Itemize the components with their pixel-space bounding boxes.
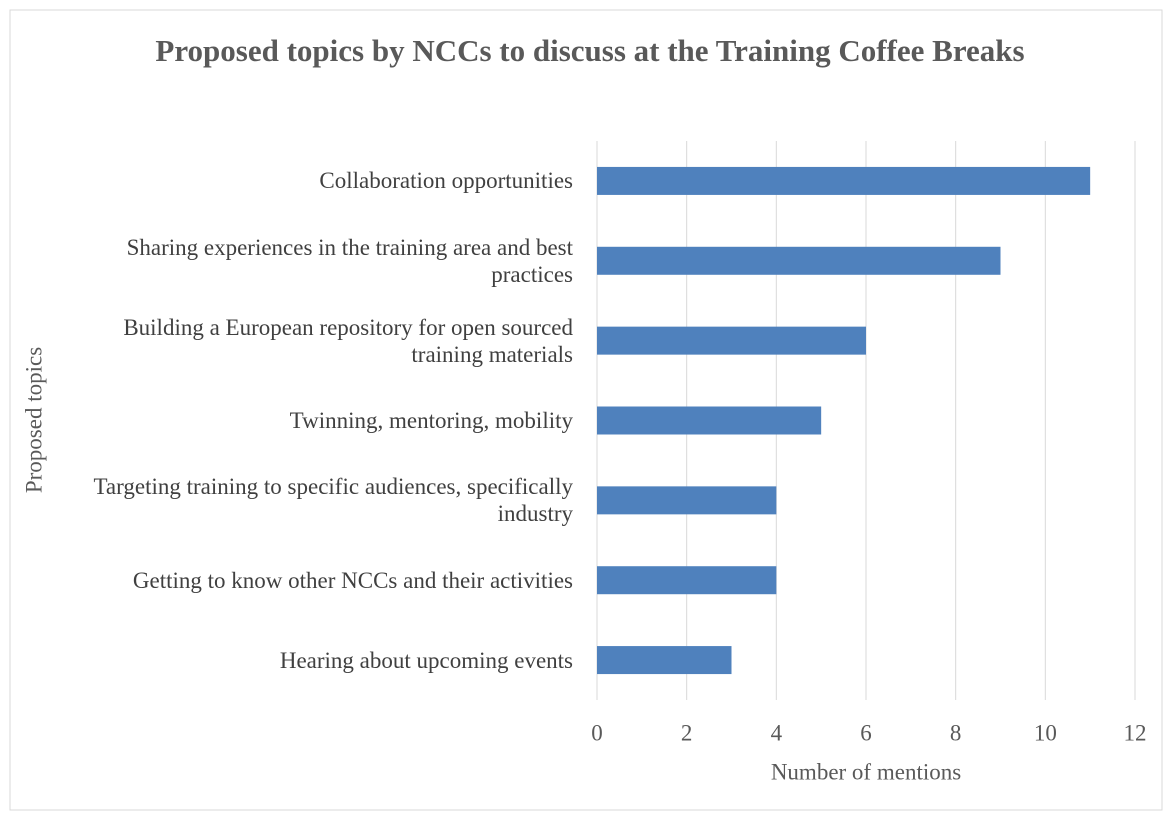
chart-title: Proposed topics by NCCs to discuss at th… — [155, 33, 1025, 68]
x-tick-label: 12 — [1124, 720, 1147, 745]
bar — [597, 566, 777, 595]
x-tick-label: 4 — [771, 720, 783, 745]
x-tick-label: 0 — [591, 720, 603, 745]
x-tick-label: 10 — [1034, 720, 1057, 745]
y-tick-label: Twinning, mentoring, mobility — [289, 408, 573, 433]
x-axis-title: Number of mentions — [771, 759, 961, 784]
x-tick-label: 6 — [860, 720, 872, 745]
y-axis-title: Proposed topics — [21, 347, 46, 493]
y-tick-label: Sharing experiences in the training area… — [126, 234, 573, 287]
chart-frame — [9, 9, 1163, 811]
bar — [597, 486, 777, 515]
x-tick-label: 8 — [950, 720, 962, 745]
y-tick-label: Collaboration opportunities — [319, 168, 573, 194]
bar — [597, 646, 732, 675]
bar — [597, 406, 822, 435]
bar — [597, 166, 1091, 195]
y-tick-label: Building a European repository for open … — [123, 314, 573, 367]
bar — [597, 326, 866, 355]
bar — [597, 246, 1001, 275]
y-tick-label: Getting to know other NCCs and their act… — [132, 567, 573, 593]
y-tick-label: Hearing about upcoming events — [279, 647, 573, 673]
y-tick-label: Targeting training to specific audiences… — [93, 474, 573, 527]
x-tick-label: 2 — [681, 720, 693, 745]
